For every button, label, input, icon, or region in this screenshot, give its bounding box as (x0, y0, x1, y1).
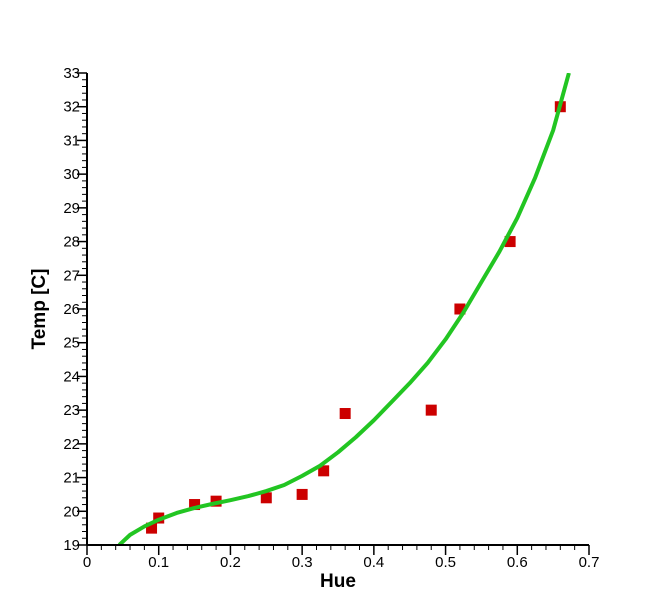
y-tick-label: 28 (63, 234, 80, 251)
y-tick-label: 22 (63, 436, 80, 453)
data-point-8 (425, 404, 437, 416)
y-tick-label: 32 (63, 99, 80, 116)
y-tick-label: 27 (63, 267, 80, 284)
data-point-6 (318, 465, 330, 477)
x-tick-label: 0.7 (579, 554, 600, 571)
axes: 19 20 21 22 23 24 25 26 27 28 29 30 31 32 33 0 0.1 0.2 0.3… (63, 65, 599, 571)
y-tick-label: 23 (63, 402, 80, 419)
y-axis-title: Temp [C] (29, 269, 50, 350)
y-tick-label: 26 (63, 301, 80, 318)
plot-area (117, 73, 571, 545)
y-tick-label: 20 (63, 503, 80, 520)
x-tick-label: 0.4 (363, 554, 384, 571)
data-point-5 (296, 488, 308, 500)
x-axis-title: Hue (320, 571, 356, 592)
data-point-2 (189, 499, 201, 511)
data-point-4 (260, 492, 272, 504)
y-tick-label: 24 (63, 368, 80, 385)
fit-curve-line (117, 73, 571, 545)
x-tick-label: 0.6 (507, 554, 528, 571)
y-tick-label: 33 (63, 65, 80, 82)
x-tick-label: 0.5 (435, 554, 456, 571)
y-tick-label: 19 (63, 537, 80, 554)
x-tick-label: 0.3 (292, 554, 313, 571)
data-point-9 (454, 303, 466, 315)
x-tick-label: 0.1 (148, 554, 169, 571)
y-tick-label: 30 (63, 166, 80, 183)
y-tick-label: 29 (63, 200, 80, 217)
data-point-7 (339, 408, 351, 420)
data-point-10 (504, 236, 516, 248)
x-tick-label: 0.2 (220, 554, 241, 571)
y-tick-label: 31 (63, 132, 80, 149)
y-tick-label: 21 (63, 470, 80, 487)
x-tick-label: 0 (83, 554, 91, 571)
y-tick-label: 25 (63, 335, 80, 352)
data-point-0 (146, 522, 158, 534)
